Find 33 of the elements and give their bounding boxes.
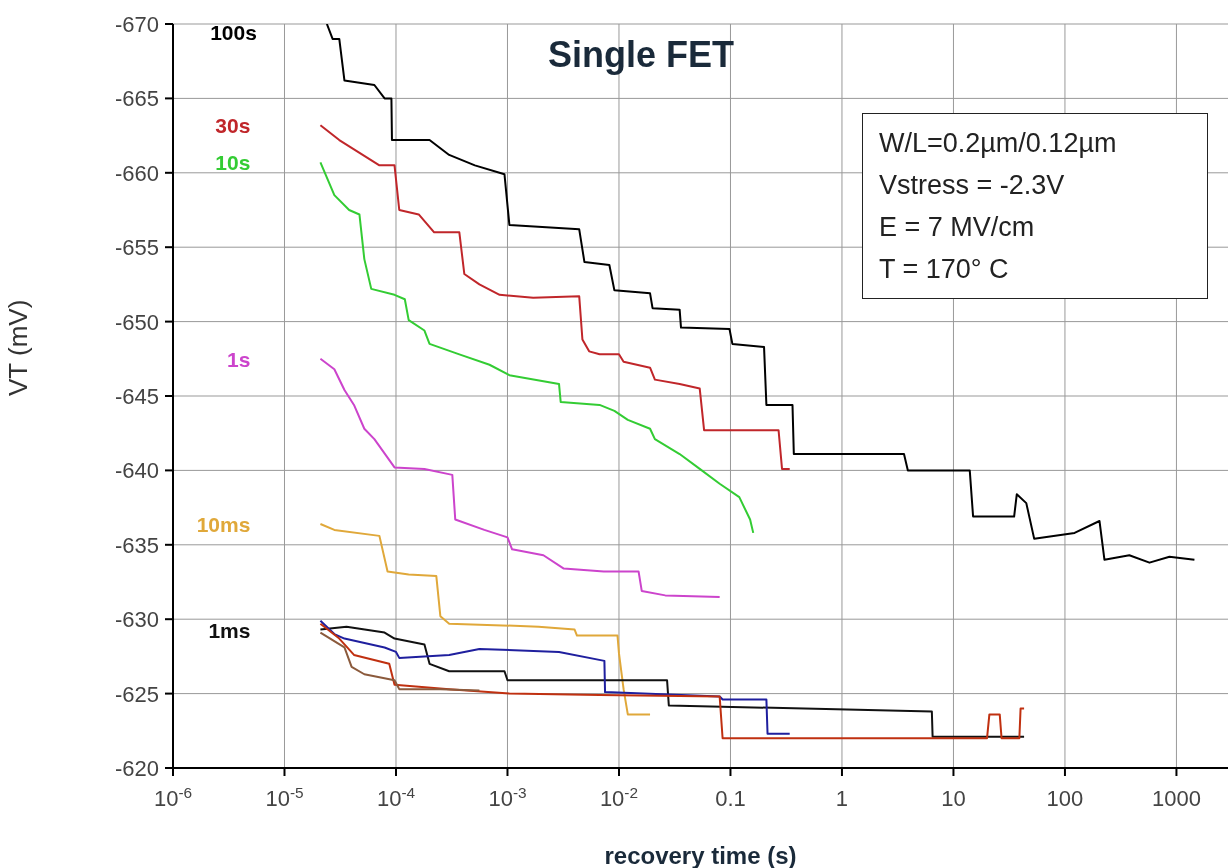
text: 10ms [196,512,251,536]
x-tick-label: 100 [1046,786,1084,811]
y-tick-label: -650 [114,309,159,335]
x-tick-label: 10$^{-2}$ [599,783,639,811]
y-tick-label: -655 [114,235,159,261]
annotation: W/L=0.2µm/0.12µm [879,127,1118,160]
y-tick-label: -640 [114,458,159,484]
text: 30s [215,114,251,138]
text: 1s [227,347,251,371]
y-tick-label: -665 [114,86,159,112]
x-tick-label: 10$^{-4}$ [376,783,416,811]
x-tick-label: 0.1 [715,786,746,811]
y-tick-label: -625 [114,681,159,707]
y-tick-label: -620 [114,756,159,781]
y-tick-label: -635 [114,532,159,558]
text: 10s [215,151,251,175]
chart-title: Single FET [548,34,735,76]
annotation: E = 7 MV/cm [879,211,1036,244]
y-tick-label: -645 [114,384,159,409]
text: 1ms [208,618,251,642]
text: 100s [210,21,257,44]
y-axis-title: VT (mV) [3,299,34,396]
x-tick-label: 1000 [1151,786,1201,811]
x-tick-label: 10 [941,786,966,811]
x-tick-label: 10$^{-6}$ [153,783,193,811]
annotation: T = 170° C [879,253,1010,286]
y-tick-label: -630 [114,607,159,633]
y-tick-label: -660 [114,160,159,186]
annotation: Vstress = -2.3V [879,169,1066,202]
x-tick-label: 1 [835,786,849,811]
y-tick-label: -670 [114,12,159,37]
x-tick-label: 10$^{-5}$ [265,783,304,811]
x-tick-label: 10$^{-3}$ [488,783,527,811]
